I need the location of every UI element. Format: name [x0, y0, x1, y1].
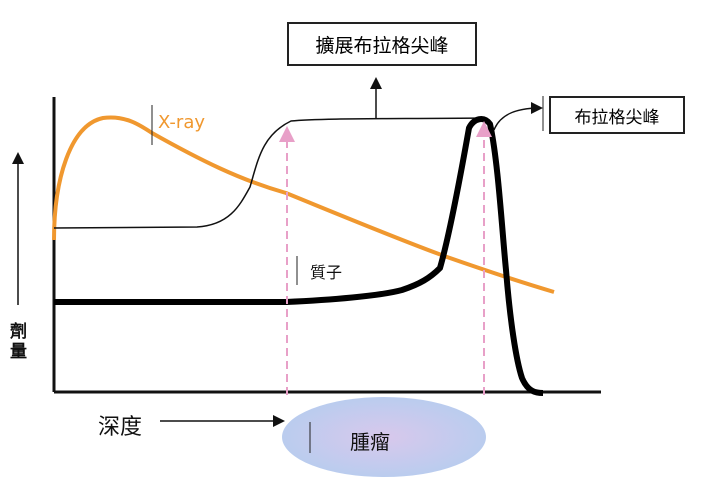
xray-label: X-ray — [158, 112, 206, 133]
extended-bragg-peak-label: 擴展布拉格尖峰 — [315, 34, 449, 57]
dose-axis-label: 劑量 — [10, 322, 27, 362]
xray-curve — [52, 115, 555, 294]
extended-bragg-peak-box: 擴展布拉格尖峰 — [287, 22, 477, 66]
tumor-label: 腫瘤 — [350, 430, 390, 454]
spread-out-bragg-peak-curve — [53, 117, 484, 229]
bragg-peak-label: 布拉格尖峰 — [574, 107, 660, 128]
depth-axis-label: 深度 — [98, 415, 143, 440]
bragg-peak-pointer — [493, 102, 543, 131]
proton-label: 質子 — [310, 263, 343, 282]
proton-bragg-curve — [54, 116, 544, 396]
tumor-ellipse — [282, 397, 486, 477]
bragg-peak-box: 布拉格尖峰 — [549, 96, 685, 134]
